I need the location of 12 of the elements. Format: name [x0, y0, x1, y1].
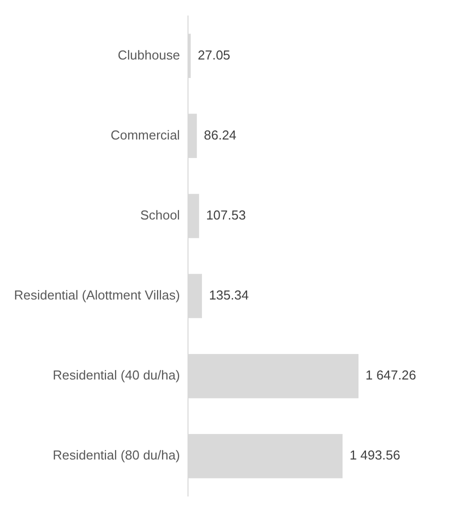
data-label: 27.05 [198, 47, 230, 62]
data-label: 86.24 [204, 127, 236, 142]
data-label: 1 493.56 [350, 448, 400, 463]
data-label: 135.34 [208, 288, 249, 303]
y-tick-label: Commercial [110, 127, 180, 142]
data-label: 1 647.26 [365, 368, 416, 383]
y-tick-label: School [140, 208, 180, 223]
y-tick-label: Residential (Alottment Villas) [14, 288, 180, 303]
y-tick-label: Clubhouse [118, 47, 180, 62]
y-tick-label: Residential (80 du/ha) [52, 448, 180, 463]
data-label: 107.53 [206, 208, 246, 223]
y-tick-label: Residential (40 du/ha) [52, 368, 180, 383]
